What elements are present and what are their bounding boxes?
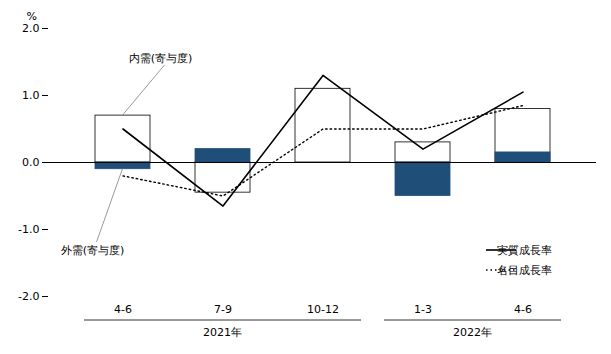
svg-text:10-12: 10-12	[307, 303, 339, 316]
svg-text:実質成長率: 実質成長率	[497, 244, 552, 257]
svg-text:外需(寄与度): 外需(寄与度)	[61, 244, 125, 257]
svg-text:4-6: 4-6	[114, 303, 132, 316]
svg-text:1-3: 1-3	[414, 303, 432, 316]
svg-text:0.0: 0.0	[22, 156, 40, 169]
svg-text:-1.0: -1.0	[18, 223, 39, 236]
svg-text:2021年: 2021年	[203, 326, 242, 339]
svg-text:2022年: 2022年	[453, 326, 492, 339]
svg-text:%: %	[27, 10, 37, 23]
svg-text:2.0: 2.0	[22, 22, 40, 35]
svg-text:7-9: 7-9	[214, 303, 232, 316]
svg-text:名目成長率: 名目成長率	[497, 264, 552, 277]
svg-text:-2.0: -2.0	[18, 290, 39, 303]
svg-text:1.0: 1.0	[22, 89, 40, 102]
svg-text:内需(寄与度): 内需(寄与度)	[129, 52, 193, 65]
svg-text:4-6: 4-6	[514, 303, 532, 316]
